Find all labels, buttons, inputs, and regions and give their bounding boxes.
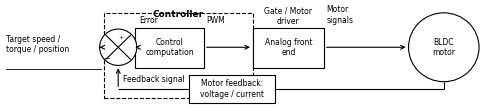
FancyBboxPatch shape: [136, 28, 204, 68]
Text: −: −: [103, 54, 109, 63]
Text: PWM: PWM: [206, 16, 225, 25]
Text: BLDC
motor: BLDC motor: [432, 38, 455, 57]
Text: Error: Error: [139, 16, 158, 25]
Text: Feedback signal: Feedback signal: [123, 75, 185, 84]
Text: Motor feedback:
voltage / current: Motor feedback: voltage / current: [200, 79, 264, 99]
Text: +: +: [118, 35, 124, 40]
Ellipse shape: [409, 13, 479, 82]
FancyBboxPatch shape: [104, 13, 253, 98]
Ellipse shape: [100, 29, 137, 65]
Text: Analog front
end: Analog front end: [265, 38, 312, 57]
FancyBboxPatch shape: [253, 28, 324, 68]
Text: Gate / Motor
driver: Gate / Motor driver: [264, 6, 312, 26]
Text: Motor
signals: Motor signals: [327, 5, 354, 25]
Text: Target speed /
torque / position: Target speed / torque / position: [5, 35, 69, 54]
FancyBboxPatch shape: [189, 75, 275, 103]
Text: Control
computation: Control computation: [145, 38, 194, 57]
Text: Controller: Controller: [153, 10, 204, 19]
